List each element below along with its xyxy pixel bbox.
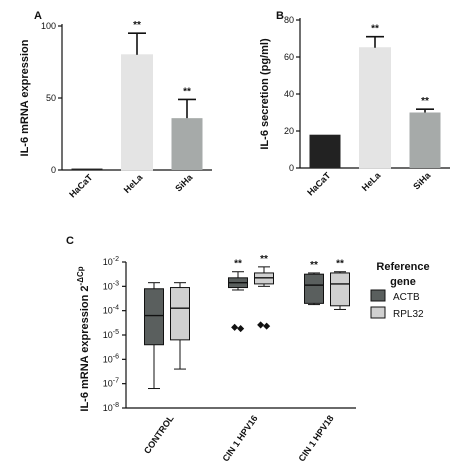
significance-marker: ** <box>310 260 318 271</box>
significance-marker: ** <box>260 254 268 265</box>
box-rpl32-2 <box>330 272 350 307</box>
y-tick-label: 10-7 <box>103 378 119 389</box>
legend-swatch-actb <box>370 289 386 302</box>
legend-label-rpl32: RPL32 <box>393 309 424 320</box>
outlier-rpl32-1 <box>263 322 271 330</box>
legend-title-line2: gene <box>390 276 416 288</box>
significance-marker: ** <box>234 259 242 270</box>
y-tick-label: 0 <box>289 163 294 173</box>
outlier-actb-1 <box>231 323 239 331</box>
bar-siha <box>171 118 203 170</box>
y-tick-label: 40 <box>284 89 294 99</box>
bar-siha <box>409 112 441 168</box>
bar-hacat <box>71 168 103 170</box>
box-actb-0 <box>144 288 164 346</box>
y-tick-label: 80 <box>284 15 294 25</box>
significance-marker: ** <box>183 86 191 97</box>
panel-letter-c: C <box>66 235 74 247</box>
box-rpl32-0 <box>170 287 190 341</box>
y-tick-label: 20 <box>284 126 294 136</box>
significance-marker: ** <box>421 96 429 107</box>
y-tick-label: 50 <box>46 93 56 103</box>
x-category-label: CIN 1 HPV16 <box>220 413 259 463</box>
y-tick-label: 10-3 <box>103 280 119 291</box>
y-tick-label: 10-6 <box>103 353 119 364</box>
bar-hacat <box>309 134 341 168</box>
y-tick-label: 10-4 <box>103 305 119 316</box>
x-category-label: HeLa <box>360 170 383 193</box>
x-category-label: SiHa <box>173 172 195 194</box>
x-category-label: CONTROL <box>142 413 176 456</box>
x-category-label: HaCaT <box>67 172 95 200</box>
bar-hela <box>121 54 153 171</box>
panel-letter-b: B <box>276 10 284 22</box>
legend-title: Reference <box>376 261 429 273</box>
significance-marker: ** <box>133 20 141 31</box>
y-axis-title: IL-6 mRNA expression <box>19 39 31 156</box>
y-tick-label: 100 <box>41 21 56 31</box>
legend-swatch-rpl32 <box>370 306 386 319</box>
outlier-rpl32-1 <box>257 321 265 329</box>
y-tick-label: 10-8 <box>103 402 119 413</box>
panel-letter-a: A <box>34 10 42 22</box>
y-tick-label: 60 <box>284 52 294 62</box>
legend-label-actb: ACTB <box>393 292 420 303</box>
significance-marker: ** <box>371 24 379 35</box>
y-tick-label: 0 <box>51 165 56 175</box>
x-category-label: SiHa <box>411 170 433 192</box>
x-category-label: HaCaT <box>305 170 333 198</box>
significance-marker: ** <box>336 259 344 270</box>
box-actb-2 <box>304 273 324 304</box>
outlier-actb-1 <box>237 325 245 333</box>
x-category-label: CIN 1 HPV18 <box>296 413 335 463</box>
y-axis-title: IL-6 mRNA expression 2-ΔCp <box>76 266 91 411</box>
y-axis-title: IL-6 secretion (pg/ml) <box>259 38 271 150</box>
bar-hela <box>359 47 391 169</box>
y-tick-label: 10-5 <box>103 329 119 340</box>
x-category-label: HeLa <box>122 172 145 195</box>
y-tick-label: 10-2 <box>103 256 119 267</box>
